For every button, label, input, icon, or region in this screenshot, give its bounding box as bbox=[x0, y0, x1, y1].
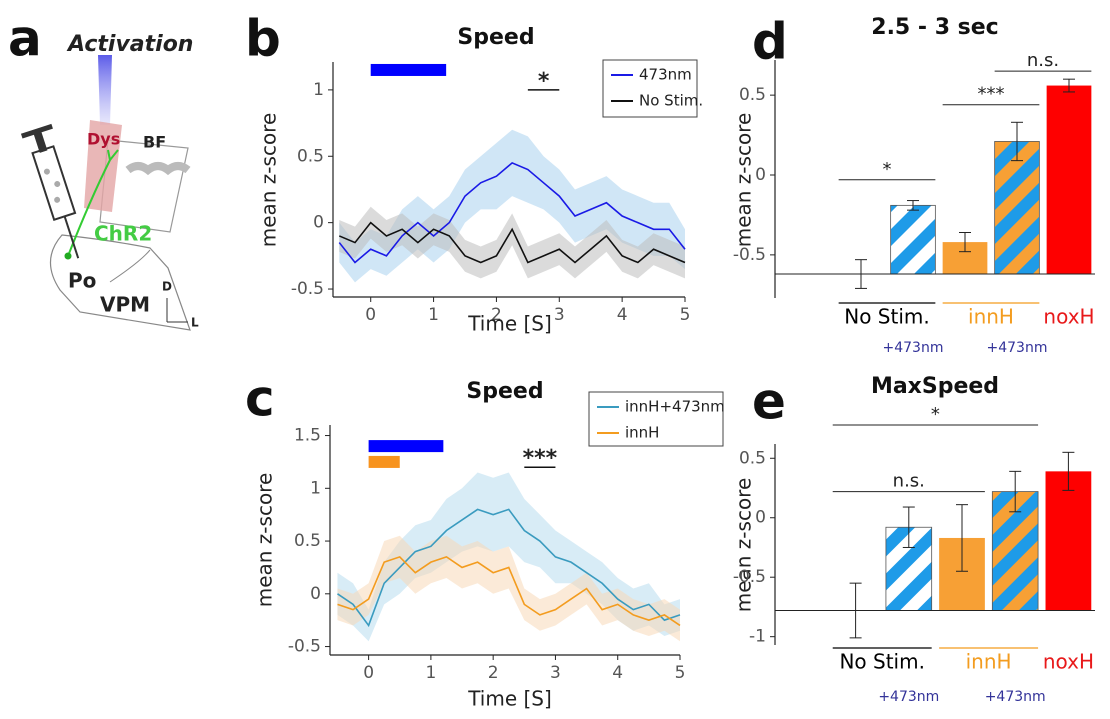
sub-label: +473nm bbox=[878, 689, 939, 705]
thalamus-outline bbox=[49, 234, 191, 331]
x-tick-label: 5 bbox=[680, 305, 691, 325]
significance-label: n.s. bbox=[1027, 50, 1059, 71]
group-label: noxH bbox=[1043, 305, 1094, 329]
panel-letter: e bbox=[752, 373, 786, 431]
y-tick-label: 0 bbox=[313, 213, 324, 233]
chr2-label: ChR2 bbox=[94, 222, 152, 246]
significance-label: *** bbox=[978, 84, 1005, 105]
syringe bbox=[20, 123, 80, 259]
x-tick-label: 1 bbox=[425, 663, 436, 683]
bf-label: BF bbox=[143, 133, 166, 152]
x-tick-label: 0 bbox=[363, 663, 374, 683]
dys-label: Dys bbox=[87, 130, 120, 149]
po-vpm-border bbox=[109, 249, 151, 283]
y-tick-label: 0 bbox=[310, 584, 321, 604]
po-label: Po bbox=[68, 269, 96, 293]
legend-box bbox=[588, 391, 724, 447]
y-tick-label: -0.5 bbox=[291, 279, 324, 299]
series-line bbox=[338, 161, 686, 264]
legend-label: No Stim. bbox=[639, 92, 703, 110]
y-tick-label: -0.5 bbox=[733, 567, 766, 587]
x-tick-label: 5 bbox=[675, 663, 686, 683]
bar bbox=[994, 141, 1040, 275]
panel-letter: b bbox=[245, 10, 281, 68]
legend-label: innH bbox=[625, 424, 659, 442]
bar bbox=[890, 204, 936, 275]
significance-label: *** bbox=[523, 446, 558, 471]
x-tick-label: 0 bbox=[365, 305, 376, 325]
y-axis-label: mean z-score bbox=[732, 113, 756, 248]
bar bbox=[1045, 471, 1092, 611]
dys-region bbox=[84, 120, 122, 212]
confidence-band bbox=[337, 535, 680, 642]
y-tick-label: 1.5 bbox=[294, 426, 321, 446]
sub-label: +473nm bbox=[883, 340, 944, 356]
y-tick-label: 0.5 bbox=[294, 531, 321, 551]
stim-bar bbox=[368, 440, 444, 453]
group-label: No Stim. bbox=[839, 650, 925, 674]
panel-letter: c bbox=[245, 370, 275, 428]
diagram: a Activation Dys BF ChR2 Po VPM D L bbox=[8, 10, 199, 331]
group-label: innH bbox=[966, 650, 1012, 674]
legend-label: innH+473nm bbox=[625, 398, 725, 416]
x-axis-label: Time [S] bbox=[467, 312, 552, 336]
group-label: innH bbox=[968, 305, 1014, 329]
sub-label: +473nm bbox=[985, 689, 1046, 705]
chart-title: Speed bbox=[466, 379, 543, 404]
y-tick-label: 1 bbox=[310, 478, 321, 498]
x-tick-label: 4 bbox=[612, 663, 623, 683]
y-tick-label: 0.5 bbox=[297, 146, 324, 166]
stim-bar bbox=[368, 455, 400, 468]
y-tick-label: -0.5 bbox=[733, 245, 766, 265]
group-label: noxH bbox=[1043, 650, 1094, 674]
y-tick-label: -1 bbox=[749, 627, 766, 647]
x-tick-label: 3 bbox=[554, 305, 565, 325]
significance-label: * bbox=[931, 404, 940, 425]
vpm-label: VPM bbox=[100, 293, 150, 317]
x-tick-label: 2 bbox=[491, 305, 502, 325]
chart-title: 2.5 - 3 sec bbox=[871, 15, 998, 40]
series-line bbox=[337, 508, 681, 628]
panel-letter: a bbox=[8, 10, 42, 68]
x-axis-label: Time [S] bbox=[467, 687, 552, 711]
lateral-label: L bbox=[191, 316, 199, 330]
x-tick-label: 3 bbox=[550, 663, 561, 683]
y-tick-label: 1 bbox=[313, 80, 324, 100]
x-tick-label: 2 bbox=[488, 663, 499, 683]
bar bbox=[1046, 85, 1092, 275]
chart-title: MaxSpeed bbox=[871, 374, 999, 399]
series-line bbox=[338, 221, 686, 264]
y-tick-label: 0.5 bbox=[739, 448, 766, 468]
group-label: No Stim. bbox=[844, 305, 930, 329]
significance-label: * bbox=[538, 69, 550, 94]
y-axis-label: mean z-score bbox=[253, 473, 277, 608]
bf-barrels bbox=[125, 162, 191, 176]
series-line bbox=[337, 555, 681, 627]
legend-label: 473nm bbox=[639, 66, 692, 84]
chr2-soma bbox=[64, 252, 72, 260]
x-tick-label: 1 bbox=[428, 305, 439, 325]
y-axis-label: mean z-score bbox=[257, 113, 281, 248]
legend-box bbox=[602, 59, 698, 118]
y-tick-label: 0.5 bbox=[739, 85, 766, 105]
significance-label: * bbox=[883, 159, 892, 180]
confidence-band bbox=[339, 206, 685, 279]
stim-bar bbox=[370, 63, 447, 76]
significance-label: n.s. bbox=[893, 471, 925, 492]
y-tick-label: -0.5 bbox=[288, 637, 321, 657]
light-beam bbox=[98, 55, 112, 125]
y-tick-label: 0 bbox=[755, 165, 766, 185]
diagram-title: Activation bbox=[66, 32, 193, 57]
y-tick-label: 0 bbox=[755, 508, 766, 528]
sub-label: +473nm bbox=[987, 340, 1048, 356]
y-axis-label: mean z-score bbox=[732, 478, 756, 613]
x-tick-label: 4 bbox=[617, 305, 628, 325]
chart-title: Speed bbox=[457, 25, 534, 50]
dorsal-label: D bbox=[162, 280, 172, 294]
panel-letter: d bbox=[752, 13, 788, 71]
